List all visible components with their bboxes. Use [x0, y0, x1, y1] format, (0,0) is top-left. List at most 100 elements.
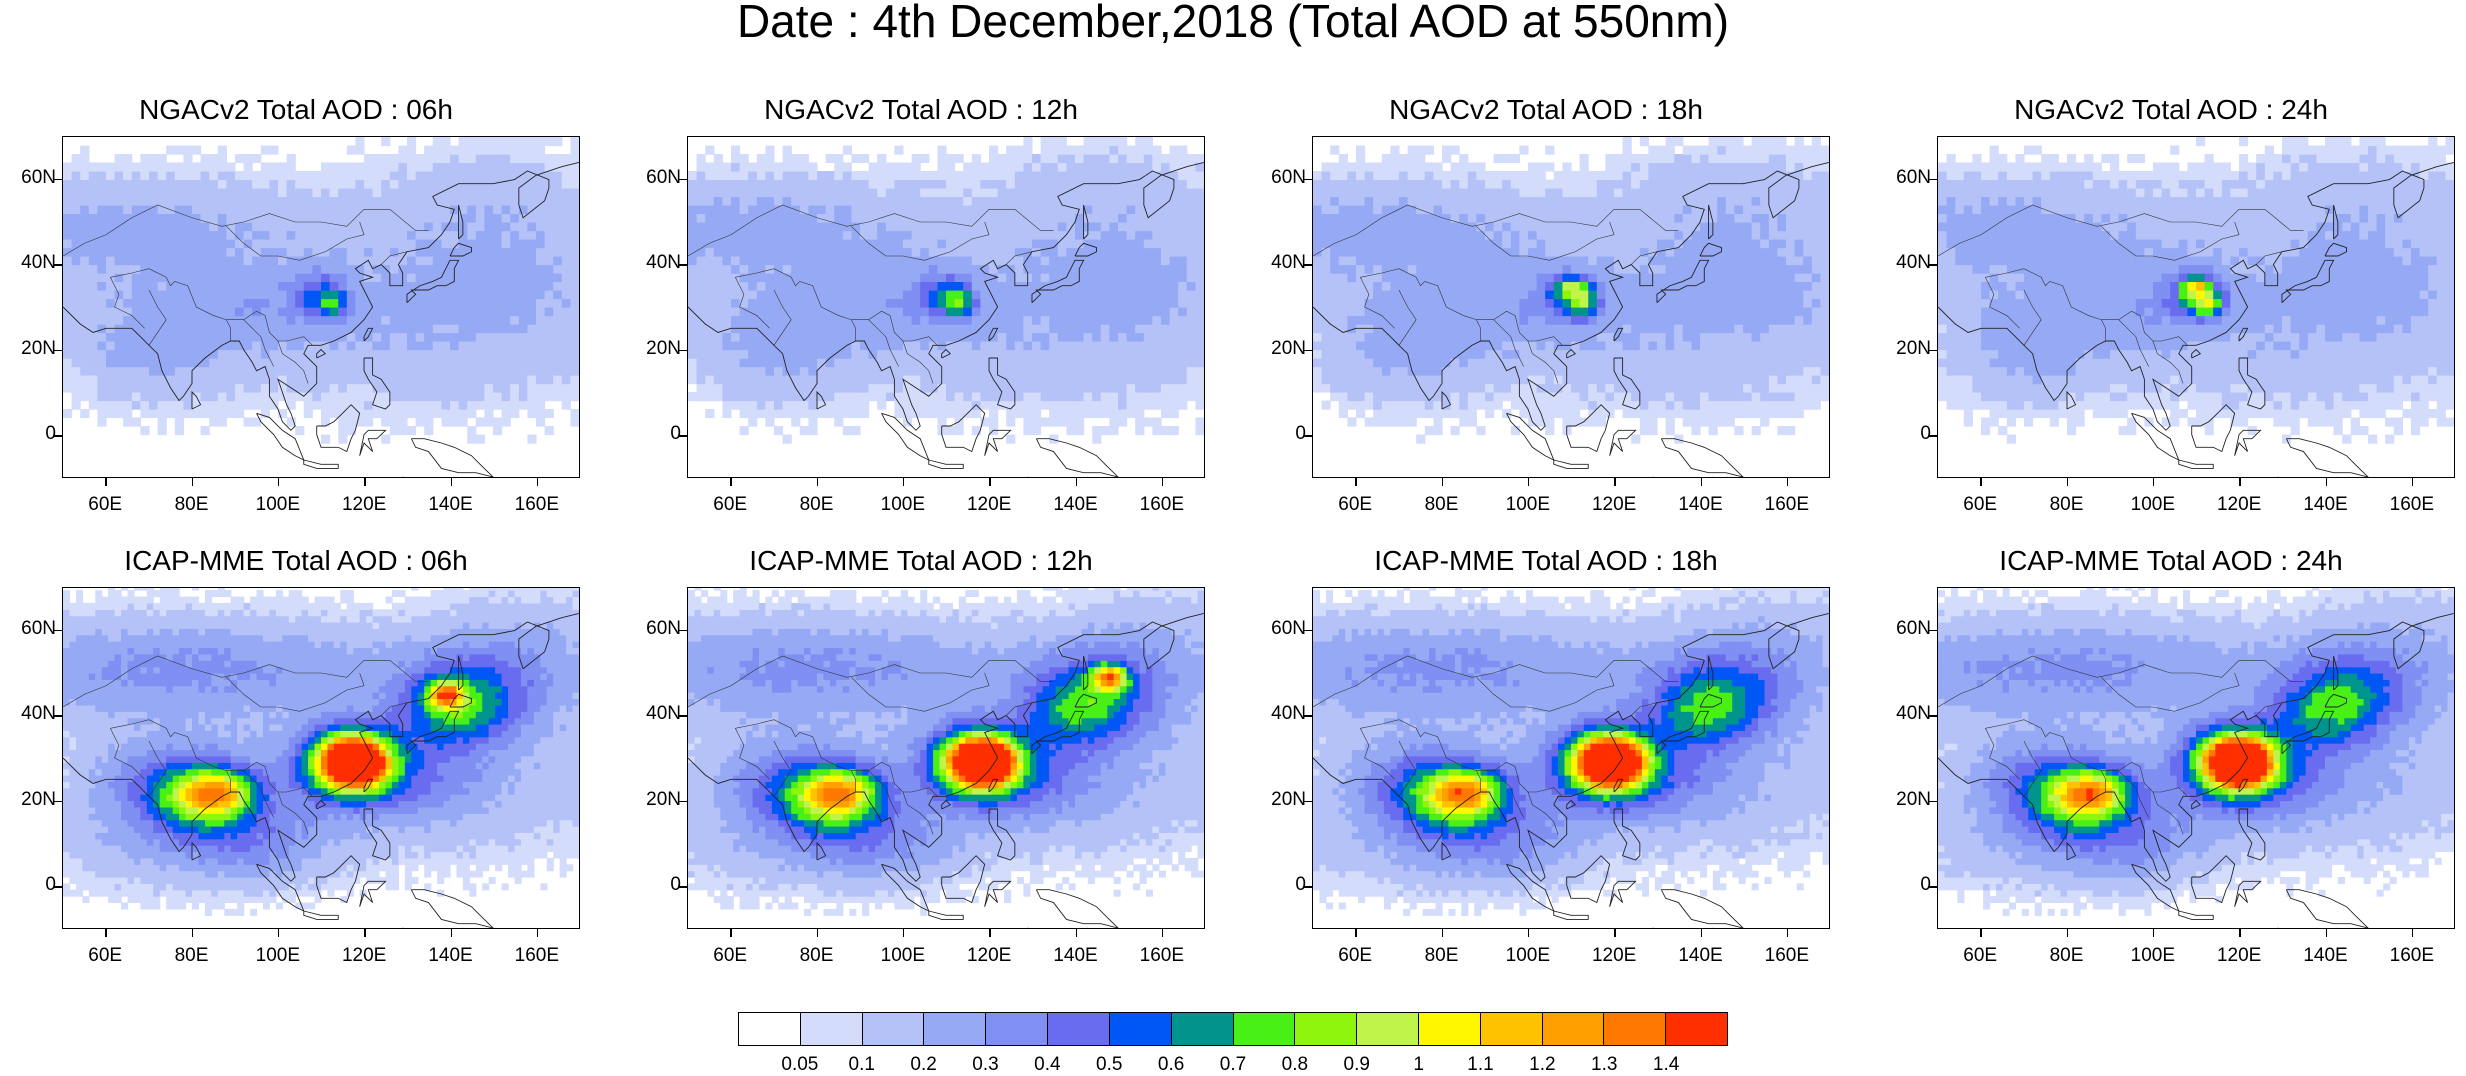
lon-tick — [2326, 929, 2328, 937]
lon-tick-label: 60E — [695, 945, 765, 967]
colorbar-label: 0.3 — [956, 1054, 1016, 1076]
lat-tick-label: 40N — [631, 252, 681, 274]
colorbar-swatch — [1048, 1013, 1110, 1045]
lat-tick-label: 0 — [1256, 423, 1306, 445]
lat-tick-label: 0 — [6, 874, 56, 896]
coastline — [2286, 890, 2368, 928]
lon-tick — [989, 478, 991, 486]
colorbar-label: 1.4 — [1636, 1054, 1696, 1076]
lon-tick — [730, 478, 732, 486]
lon-tick — [1614, 478, 1616, 486]
lon-tick — [364, 929, 366, 937]
lon-tick-label: 120E — [954, 494, 1024, 516]
coastline — [1661, 439, 1743, 477]
coastline — [257, 413, 304, 460]
figure-title: Date : 4th December,2018 (Total AOD at 5… — [0, 0, 2466, 48]
map-frame — [687, 136, 1205, 478]
lat-tick — [679, 435, 687, 437]
colorbar-label: 0.7 — [1203, 1054, 1263, 1076]
colorbar-swatch — [1357, 1013, 1419, 1045]
lon-tick — [2239, 478, 2241, 486]
lat-tick-label: 60N — [1256, 167, 1306, 189]
panel-title: ICAP-MME Total AOD : 18h — [1256, 545, 1836, 577]
lat-tick — [1304, 264, 1312, 266]
coastline — [2179, 460, 2213, 468]
lat-tick-label: 0 — [631, 874, 681, 896]
lon-tick-label: 80E — [1407, 494, 1477, 516]
lat-tick-label: 60N — [631, 618, 681, 640]
colorbar-swatch — [986, 1013, 1048, 1045]
lon-tick — [2153, 929, 2155, 937]
colorbar-swatch — [1110, 1013, 1172, 1045]
aod-field — [63, 588, 579, 928]
lon-tick-label: 160E — [502, 945, 572, 967]
lon-tick — [364, 478, 366, 486]
lon-tick — [2067, 478, 2069, 486]
lat-tick-label: 40N — [1881, 252, 1931, 274]
lat-tick — [1304, 715, 1312, 717]
lon-tick — [1076, 478, 1078, 486]
lat-tick — [54, 435, 62, 437]
lon-tick-label: 60E — [70, 494, 140, 516]
lat-tick — [1929, 630, 1937, 632]
map-frame — [1312, 587, 1830, 929]
map-frame — [1937, 587, 2455, 929]
lon-tick-label: 80E — [2032, 945, 2102, 967]
lon-tick — [1442, 478, 1444, 486]
lon-tick-label: 60E — [1320, 494, 1390, 516]
lon-tick-label: 160E — [2377, 945, 2447, 967]
lon-tick — [2412, 478, 2414, 486]
colorbar-label: 0.9 — [1327, 1054, 1387, 1076]
aod-field — [688, 588, 1204, 928]
lat-tick — [1929, 886, 1937, 888]
lon-tick-label: 120E — [329, 494, 399, 516]
lat-tick-label: 40N — [1256, 252, 1306, 274]
lon-tick-label: 100E — [2118, 945, 2188, 967]
colorbar-label: 0.05 — [770, 1054, 830, 1076]
lon-tick — [2153, 478, 2155, 486]
lon-tick-label: 60E — [1945, 494, 2015, 516]
colorbar-swatch — [1666, 1013, 1727, 1045]
lon-tick — [192, 478, 194, 486]
lat-tick-label: 20N — [1256, 338, 1306, 360]
lat-tick — [54, 350, 62, 352]
map-frame — [1937, 136, 2455, 478]
lat-tick-label: 20N — [631, 789, 681, 811]
map-frame — [62, 587, 580, 929]
lat-tick-label: 60N — [1256, 618, 1306, 640]
panel-title: ICAP-MME Total AOD : 24h — [1881, 545, 2461, 577]
lon-tick-label: 120E — [1579, 494, 1649, 516]
lon-tick-label: 160E — [1127, 494, 1197, 516]
lon-tick-label: 80E — [2032, 494, 2102, 516]
lon-tick-label: 120E — [2204, 945, 2274, 967]
lat-tick-label: 20N — [6, 338, 56, 360]
lon-tick — [105, 929, 107, 937]
coastline — [1036, 890, 1118, 928]
lat-tick-label: 60N — [1881, 167, 1931, 189]
lon-tick — [1355, 478, 1357, 486]
coastline — [411, 890, 493, 928]
colorbar-label: 0.5 — [1079, 1054, 1139, 1076]
coastline — [411, 439, 493, 477]
colorbar-swatch — [1543, 1013, 1605, 1045]
colorbar-swatch — [1419, 1013, 1481, 1045]
lon-tick — [1162, 929, 1164, 937]
coastline — [304, 460, 338, 468]
lon-tick — [1076, 929, 1078, 937]
lon-tick-label: 120E — [954, 945, 1024, 967]
lat-tick — [54, 630, 62, 632]
lat-tick — [1929, 715, 1937, 717]
lat-tick — [54, 264, 62, 266]
aod-field — [1313, 137, 1829, 477]
colorbar-swatch — [1295, 1013, 1357, 1045]
lat-tick — [1304, 435, 1312, 437]
lat-tick — [679, 350, 687, 352]
lat-tick-label: 0 — [1881, 423, 1931, 445]
panel-title: NGACv2 Total AOD : 12h — [631, 94, 1211, 126]
lon-tick — [1787, 478, 1789, 486]
lon-tick-label: 160E — [1127, 945, 1197, 967]
lon-tick — [2067, 929, 2069, 937]
coastline — [2179, 911, 2213, 919]
